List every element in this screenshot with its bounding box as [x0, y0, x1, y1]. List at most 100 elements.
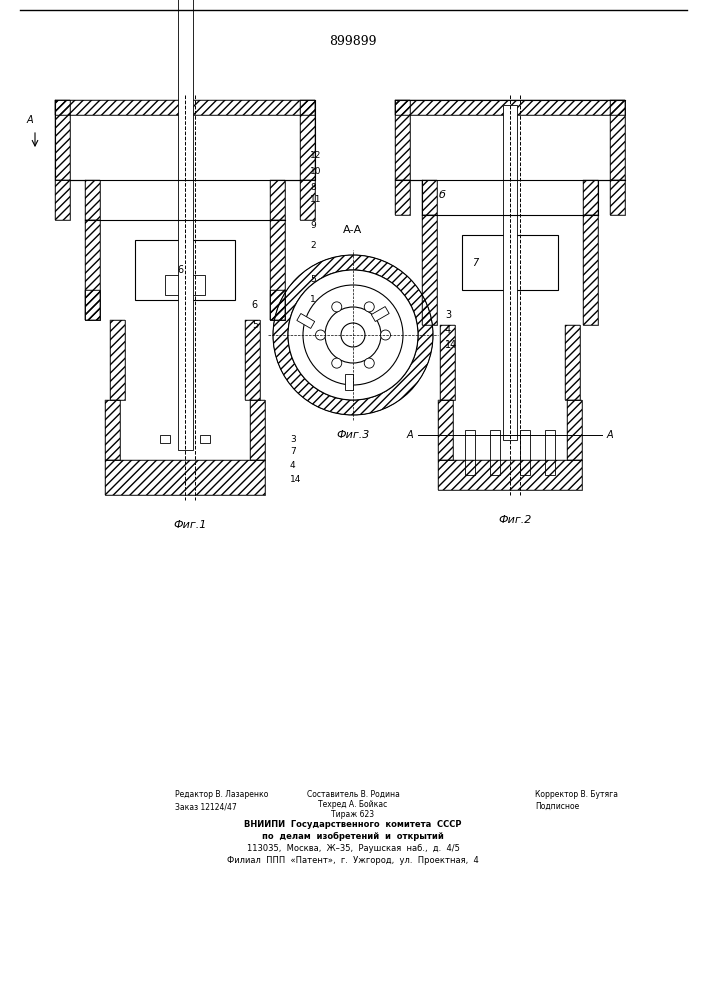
Text: ВНИИПИ  Государственного  комитета  СССР: ВНИИПИ Государственного комитета СССР: [244, 820, 462, 829]
Bar: [465, 430, 475, 475]
Bar: [565, 325, 580, 400]
Text: Редактор В. Лазаренко: Редактор В. Лазаренко: [175, 790, 269, 799]
Text: 7: 7: [290, 448, 296, 456]
Text: б: б: [438, 190, 445, 200]
Circle shape: [303, 285, 403, 385]
Bar: [250, 400, 265, 460]
Bar: [105, 460, 265, 495]
Circle shape: [288, 270, 418, 400]
Bar: [135, 240, 235, 300]
Text: Фиг.1: Фиг.1: [173, 520, 206, 530]
Circle shape: [332, 358, 341, 368]
Bar: [395, 100, 625, 115]
Bar: [345, 374, 353, 390]
Bar: [490, 430, 500, 475]
Text: Корректор В. Бутяга: Корректор В. Бутяга: [535, 790, 618, 799]
Bar: [85, 290, 100, 320]
Bar: [422, 180, 437, 215]
Bar: [165, 275, 205, 295]
Bar: [395, 100, 410, 180]
Bar: [297, 314, 315, 328]
Bar: [395, 100, 410, 180]
Text: 4: 4: [290, 460, 296, 470]
Text: 3: 3: [290, 436, 296, 444]
Text: 5: 5: [252, 320, 258, 330]
Bar: [270, 220, 285, 320]
Bar: [245, 320, 260, 400]
Bar: [422, 215, 437, 325]
Text: Тираж 623: Тираж 623: [332, 810, 375, 819]
Text: Фиг.3: Фиг.3: [337, 430, 370, 440]
Bar: [610, 180, 625, 215]
Bar: [85, 220, 100, 320]
Bar: [105, 460, 265, 495]
Bar: [55, 100, 70, 180]
Bar: [422, 180, 437, 215]
Bar: [567, 400, 582, 460]
Bar: [610, 180, 625, 215]
Bar: [503, 105, 517, 440]
Bar: [250, 400, 265, 460]
Bar: [110, 320, 125, 400]
Text: А: А: [407, 430, 413, 440]
Bar: [55, 100, 315, 115]
Bar: [55, 180, 70, 220]
Bar: [105, 400, 120, 460]
Text: 10: 10: [310, 167, 322, 176]
Bar: [565, 325, 580, 400]
Bar: [583, 180, 598, 215]
Bar: [371, 307, 389, 322]
Text: 2: 2: [310, 240, 315, 249]
Text: 11: 11: [310, 196, 322, 205]
Circle shape: [332, 302, 341, 312]
Bar: [55, 180, 70, 220]
Bar: [300, 100, 315, 180]
Bar: [610, 100, 625, 180]
Text: 4: 4: [445, 325, 451, 335]
Bar: [545, 430, 555, 475]
Bar: [395, 180, 410, 215]
Bar: [438, 460, 582, 490]
Text: Составитель В. Родина: Составитель В. Родина: [307, 790, 399, 799]
Text: А: А: [607, 430, 614, 440]
Bar: [440, 325, 455, 400]
Bar: [567, 400, 582, 460]
Bar: [300, 180, 315, 220]
Text: 1: 1: [310, 296, 316, 304]
Circle shape: [364, 302, 374, 312]
Circle shape: [364, 358, 374, 368]
Bar: [520, 430, 530, 475]
Bar: [270, 290, 285, 320]
Bar: [85, 180, 100, 220]
Text: Заказ 12124/47: Заказ 12124/47: [175, 802, 237, 811]
Text: A: A: [27, 115, 33, 125]
Text: 14: 14: [290, 476, 301, 485]
Text: 6: 6: [252, 300, 258, 310]
Text: по  делам  изобретений  и  открытий: по делам изобретений и открытий: [262, 832, 444, 841]
Bar: [85, 180, 100, 220]
Bar: [105, 400, 120, 460]
Bar: [160, 435, 170, 443]
Text: 6: 6: [177, 265, 183, 275]
Bar: [200, 435, 210, 443]
Text: 14: 14: [445, 340, 457, 350]
Text: 12: 12: [310, 150, 322, 159]
Bar: [270, 180, 285, 220]
Text: 3: 3: [445, 310, 451, 320]
Text: Подписное: Подписное: [535, 802, 579, 811]
Text: Техред А. Бойкас: Техред А. Бойкас: [318, 800, 387, 809]
Bar: [177, 0, 192, 450]
Bar: [583, 215, 598, 325]
Bar: [583, 215, 598, 325]
Bar: [440, 325, 455, 400]
Bar: [55, 100, 70, 180]
Bar: [85, 290, 100, 320]
Circle shape: [315, 330, 325, 340]
Bar: [270, 220, 285, 320]
Text: Фиг.2: Фиг.2: [498, 515, 532, 525]
Bar: [270, 290, 285, 320]
Text: 9: 9: [310, 221, 316, 230]
Text: 7: 7: [472, 257, 478, 267]
Text: Филиал  ППП  «Патент»,  г.  Ужгород,  ул.  Проектная,  4: Филиал ППП «Патент», г. Ужгород, ул. Про…: [227, 856, 479, 865]
Bar: [422, 215, 437, 325]
